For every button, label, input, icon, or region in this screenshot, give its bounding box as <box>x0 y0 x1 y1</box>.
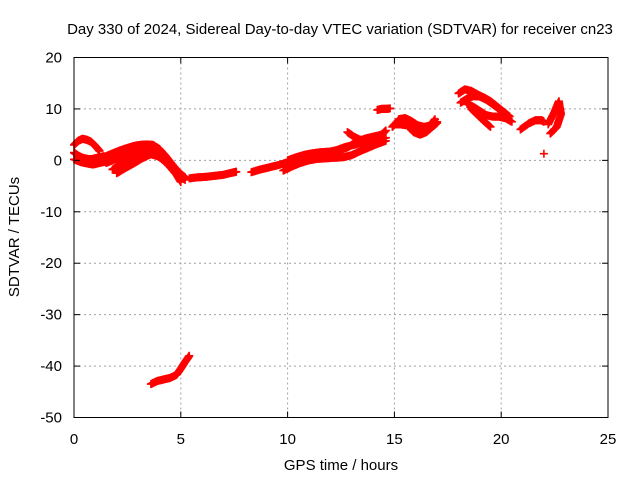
y-tick-label: -30 <box>40 307 62 324</box>
x-axis-label: GPS time / hours <box>284 457 398 474</box>
series-track-l <box>343 126 390 145</box>
data-point <box>546 129 555 138</box>
series-track-m <box>373 104 395 114</box>
x-tick-label: 15 <box>386 431 403 448</box>
y-tick-label: -20 <box>40 255 62 272</box>
series-track-p <box>394 114 439 135</box>
x-tick-label: 5 <box>177 431 185 448</box>
series-track-w <box>539 149 548 158</box>
series-track-x <box>146 351 194 389</box>
series-track-u <box>516 116 548 134</box>
x-tick-label: 10 <box>279 431 296 448</box>
data-point <box>386 104 395 113</box>
y-tick-label: -10 <box>40 204 62 221</box>
data-point <box>507 117 516 126</box>
axis-ticks <box>73 57 609 418</box>
y-tick-labels: -50 -40 -30 -20 -10 0 10 20 <box>40 50 62 427</box>
x-tick-label: 0 <box>70 431 78 448</box>
series-track-t <box>467 104 495 131</box>
chart-title: Day 330 of 2024, Sidereal Day-to-day VTE… <box>67 21 613 38</box>
data-point <box>232 167 241 176</box>
y-tick-label: 10 <box>45 101 62 118</box>
grid-lines <box>74 57 608 418</box>
y-tick-label: -40 <box>40 358 62 375</box>
y-tick-label: 20 <box>45 50 62 67</box>
data-point <box>381 126 390 135</box>
data-point <box>185 351 194 360</box>
data-points <box>70 85 565 389</box>
y-tick-label: -50 <box>40 410 62 427</box>
data-point <box>431 115 439 124</box>
y-tick-label: 0 <box>54 152 62 169</box>
data-point <box>539 149 548 158</box>
x-tick-label: 25 <box>600 431 617 448</box>
x-tick-label: 20 <box>493 431 510 448</box>
plot-frame <box>73 57 609 418</box>
series-track-a <box>70 134 104 156</box>
data-point <box>486 122 495 131</box>
y-axis-label: SDTVAR / TECUs <box>6 177 23 297</box>
series-track-h <box>185 167 241 183</box>
series-track-g <box>112 150 190 184</box>
series-track-v <box>544 97 565 138</box>
x-tick-labels: 0 5 10 15 20 25 <box>70 431 617 448</box>
data-point <box>181 175 190 184</box>
data-point <box>381 136 390 145</box>
